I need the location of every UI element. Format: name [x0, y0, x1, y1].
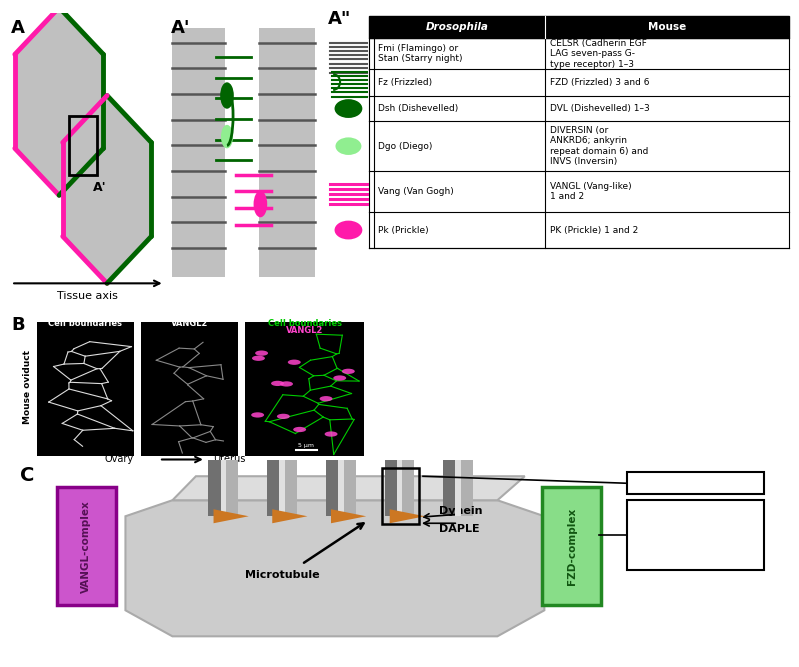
Text: Cell boundaries: Cell boundaries — [268, 319, 342, 328]
Circle shape — [221, 82, 234, 109]
Text: Vang (Van Gogh): Vang (Van Gogh) — [378, 187, 453, 196]
Text: FZD (Frizzled) 3 and 6: FZD (Frizzled) 3 and 6 — [550, 78, 650, 87]
Ellipse shape — [209, 443, 238, 450]
Circle shape — [253, 191, 267, 217]
Circle shape — [342, 369, 355, 374]
Circle shape — [336, 137, 361, 155]
Circle shape — [251, 412, 264, 418]
Bar — [382, 468, 419, 524]
Circle shape — [335, 221, 363, 239]
Text: Tissue axis: Tissue axis — [58, 291, 118, 301]
Text: DIVERSIN (or
ANKRD6; ankyrin
repeat domain 6) and
INVS (Inversin): DIVERSIN (or ANKRD6; ankyrin repeat doma… — [550, 126, 649, 166]
Text: Uterus: Uterus — [213, 454, 245, 464]
Bar — [397, 446, 402, 516]
Bar — [282, 446, 297, 516]
Bar — [141, 322, 238, 456]
Text: PK (Prickle) 1 and 2: PK (Prickle) 1 and 2 — [550, 225, 638, 235]
Bar — [37, 322, 134, 456]
Bar — [267, 446, 282, 516]
Circle shape — [221, 125, 233, 148]
Polygon shape — [63, 95, 151, 283]
Text: RhoA: RhoA — [677, 554, 714, 567]
Text: Cell boundaries: Cell boundaries — [48, 319, 122, 328]
Text: VANGL2: VANGL2 — [286, 326, 324, 335]
Bar — [369, 16, 789, 38]
Polygon shape — [390, 510, 425, 523]
Text: CELSR (Cadherin EGF
LAG seven-pass G-
type receptor) 1–3: CELSR (Cadherin EGF LAG seven-pass G- ty… — [550, 39, 647, 69]
FancyBboxPatch shape — [543, 487, 601, 606]
Text: Fz (Frizzled): Fz (Frizzled) — [378, 78, 431, 87]
Text: C: C — [20, 466, 34, 485]
Text: DVLs: DVLs — [678, 520, 713, 533]
Text: Dynein: Dynein — [439, 506, 482, 516]
Bar — [384, 446, 400, 516]
Ellipse shape — [267, 443, 297, 450]
Text: VANGL-complex: VANGL-complex — [81, 500, 91, 593]
Bar — [341, 446, 356, 516]
Text: Mouse oviduct: Mouse oviduct — [23, 350, 32, 424]
Circle shape — [252, 356, 265, 361]
Bar — [443, 446, 459, 516]
Bar — [338, 446, 344, 516]
Text: VANGL2: VANGL2 — [667, 477, 723, 490]
Bar — [400, 446, 415, 516]
Text: Fmi (Flamingo) or
Stan (Starry night): Fmi (Flamingo) or Stan (Starry night) — [378, 44, 462, 63]
Text: Pk (Prickle): Pk (Prickle) — [378, 225, 428, 235]
Text: Microtubule: Microtubule — [244, 570, 320, 580]
Bar — [173, 28, 225, 277]
Bar — [459, 446, 473, 516]
Circle shape — [293, 427, 306, 432]
Text: 5 μm: 5 μm — [298, 443, 315, 448]
Text: DVL (Dishevelled) 1–3: DVL (Dishevelled) 1–3 — [550, 104, 650, 113]
Bar — [69, 116, 97, 175]
Text: VANGL2: VANGL2 — [171, 319, 209, 328]
Circle shape — [280, 382, 293, 387]
Circle shape — [324, 432, 337, 437]
Text: A": A" — [328, 10, 351, 28]
Polygon shape — [272, 510, 308, 523]
Circle shape — [288, 360, 300, 365]
Text: VANGL (Vang-like)
1 and 2: VANGL (Vang-like) 1 and 2 — [550, 182, 632, 201]
Bar — [221, 446, 226, 516]
Polygon shape — [213, 510, 248, 523]
Text: B: B — [12, 316, 26, 334]
Ellipse shape — [384, 443, 415, 450]
Text: Ovary: Ovary — [105, 454, 134, 464]
Circle shape — [277, 414, 290, 419]
Ellipse shape — [326, 443, 356, 450]
Text: DAPLE: DAPLE — [439, 524, 479, 534]
Text: Drosophila: Drosophila — [426, 22, 489, 32]
Bar — [626, 500, 764, 570]
Circle shape — [335, 99, 363, 118]
Polygon shape — [331, 510, 366, 523]
Circle shape — [320, 396, 332, 402]
Text: Dgo (Diego): Dgo (Diego) — [378, 141, 432, 151]
FancyBboxPatch shape — [57, 487, 116, 606]
Bar — [209, 446, 224, 516]
Bar — [626, 472, 764, 494]
Bar — [245, 322, 364, 456]
Bar — [280, 446, 284, 516]
Text: A': A' — [171, 19, 190, 37]
Polygon shape — [125, 500, 544, 636]
Circle shape — [255, 350, 268, 356]
Polygon shape — [15, 7, 103, 195]
Ellipse shape — [443, 443, 473, 450]
Bar — [326, 446, 341, 516]
Polygon shape — [173, 476, 525, 500]
Circle shape — [333, 376, 346, 381]
Text: A': A' — [93, 181, 106, 193]
Circle shape — [271, 381, 284, 386]
Bar — [259, 28, 315, 277]
Text: Dsh (Dishevelled): Dsh (Dishevelled) — [378, 104, 458, 113]
Text: FZD-complex: FZD-complex — [566, 508, 577, 585]
Bar — [455, 446, 461, 516]
Bar — [224, 446, 238, 516]
Text: A: A — [11, 19, 25, 37]
Text: Mouse: Mouse — [648, 22, 686, 32]
